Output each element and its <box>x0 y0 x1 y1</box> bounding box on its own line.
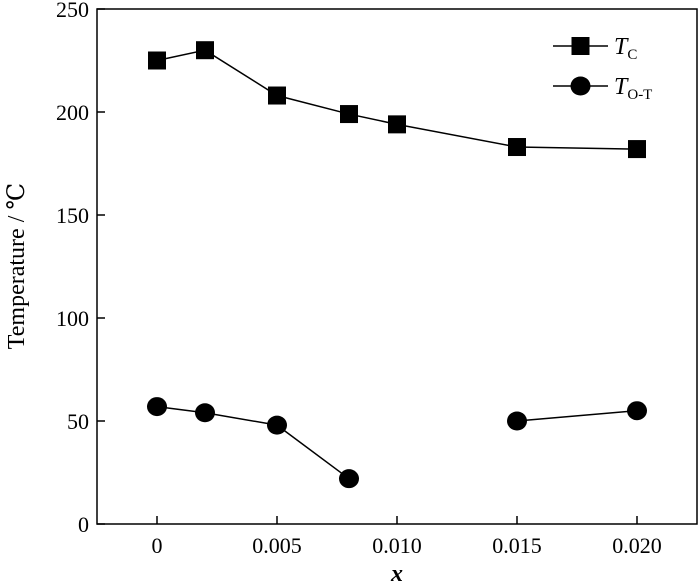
x-tick-label: 0 <box>152 533 163 558</box>
legend-entry: TO-T <box>553 74 652 103</box>
x-axis: 0 0.005 0.010 0.015 0.020 <box>152 516 662 558</box>
data-point-circle <box>507 411 527 431</box>
data-point-square <box>571 37 590 55</box>
data-point-circle <box>267 415 287 435</box>
data-point-circle <box>147 397 167 417</box>
y-axis-title: Temperature / ℃ <box>4 183 30 349</box>
x-tick-label: 0.010 <box>372 533 422 558</box>
data-point-square <box>628 140 646 159</box>
legend-label: TO-T <box>614 74 652 103</box>
legend: TC TO-T <box>553 34 652 103</box>
y-axis: 0 50 100 150 200 250 <box>56 0 105 537</box>
series-line <box>516 409 638 422</box>
data-point-square <box>340 105 358 124</box>
data-point-square <box>268 86 286 105</box>
series-line <box>156 405 350 480</box>
legend-entry: TC <box>553 34 637 63</box>
data-point-square <box>196 41 214 60</box>
y-tick-label: 50 <box>67 409 89 434</box>
y-tick-label: 200 <box>56 100 89 125</box>
data-point-square <box>148 51 166 70</box>
y-tick-label: 250 <box>56 0 89 22</box>
data-point-circle <box>627 401 647 421</box>
x-tick-label: 0.005 <box>252 533 302 558</box>
series-square <box>148 41 646 159</box>
y-tick-label: 150 <box>56 203 89 228</box>
series-line <box>156 49 638 150</box>
data-point-circle <box>195 403 215 423</box>
series-layer <box>147 41 647 489</box>
data-point-square <box>388 115 406 134</box>
y-tick-label: 0 <box>78 512 89 537</box>
legend-label: TC <box>614 34 637 63</box>
y-tick-label: 100 <box>56 306 89 331</box>
data-point-square <box>508 138 526 157</box>
x-tick-label: 0.020 <box>612 533 662 558</box>
data-point-circle <box>570 76 591 96</box>
data-point-circle <box>339 469 359 489</box>
x-axis-title: x <box>390 561 403 583</box>
x-tick-label: 0.015 <box>492 533 542 558</box>
series-circle <box>147 397 647 489</box>
